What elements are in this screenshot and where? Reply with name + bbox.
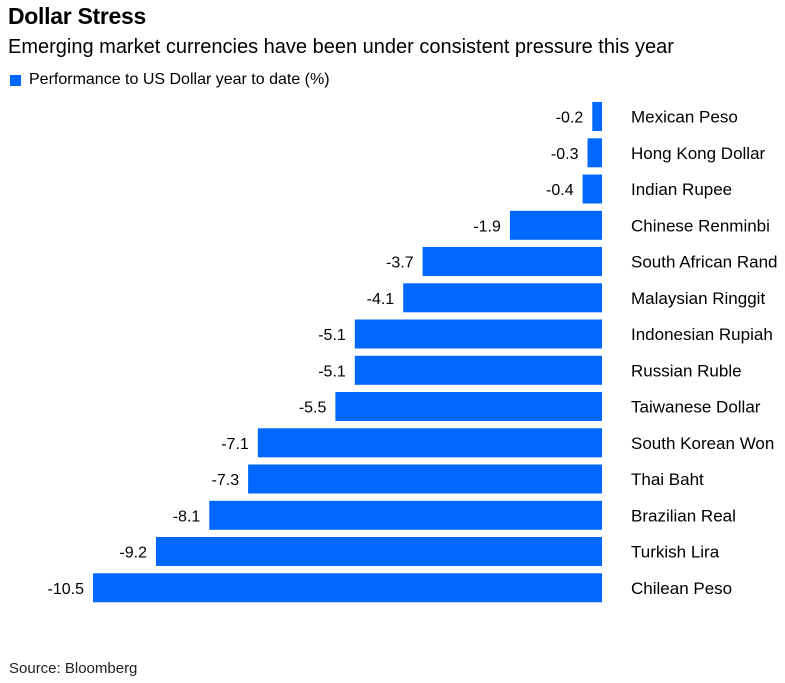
value-label: -7.3 xyxy=(212,472,240,489)
bar xyxy=(354,355,602,385)
category-label: Thai Baht xyxy=(631,470,704,489)
category-label: Indonesian Rupiah xyxy=(631,325,773,344)
value-label: -5.1 xyxy=(318,327,346,344)
legend: Performance to US Dollar year to date (%… xyxy=(10,71,330,89)
bar xyxy=(582,174,602,204)
bar xyxy=(422,247,602,276)
value-label: -8.1 xyxy=(173,508,201,525)
category-label: Indian Rupee xyxy=(631,180,732,199)
category-label: Turkish Lira xyxy=(631,543,720,562)
bar xyxy=(592,102,602,131)
bar xyxy=(93,573,602,603)
category-label: Brazilian Real xyxy=(631,506,736,525)
category-label: Mexican Peso xyxy=(631,108,738,127)
category-label: South African Rand xyxy=(631,253,777,272)
bar-chart: -0.2 Mexican Peso -0.3 Hong Kong Dollar -0.4… xyxy=(48,102,777,603)
bar xyxy=(209,500,603,530)
bar xyxy=(248,464,602,494)
value-label: -7.1 xyxy=(221,436,249,453)
legend-swatch xyxy=(10,74,21,86)
bar xyxy=(354,319,602,349)
value-label: -0.2 xyxy=(556,110,584,127)
category-label: Malaysian Ringgit xyxy=(631,289,765,308)
chart-title: Dollar Stress xyxy=(8,3,146,29)
chart-subtitle: Emerging market currencies have been und… xyxy=(8,36,674,58)
value-label: -0.3 xyxy=(551,146,579,163)
value-label: -5.1 xyxy=(318,363,346,380)
bar xyxy=(509,210,602,240)
category-label: South Korean Won xyxy=(631,434,774,453)
bar xyxy=(335,392,602,421)
value-label: -3.7 xyxy=(386,255,414,272)
category-label: Chinese Renminbi xyxy=(631,216,770,235)
value-label: -1.9 xyxy=(473,218,501,235)
bar xyxy=(587,138,602,168)
value-label: -0.4 xyxy=(546,182,574,199)
value-label: -9.2 xyxy=(119,545,147,562)
value-label: -5.5 xyxy=(299,400,327,417)
category-label: Russian Ruble xyxy=(631,361,742,380)
category-label: Chilean Peso xyxy=(631,579,732,598)
bar xyxy=(156,537,602,566)
source-note: Source: Bloomberg xyxy=(9,660,138,677)
bar xyxy=(257,428,602,458)
value-label: -4.1 xyxy=(367,291,395,308)
value-label: -10.5 xyxy=(48,581,85,598)
category-label: Taiwanese Dollar xyxy=(631,398,761,417)
bar xyxy=(403,283,602,313)
legend-label: Performance to US Dollar year to date (%… xyxy=(29,71,330,88)
category-label: Hong Kong Dollar xyxy=(631,144,766,163)
